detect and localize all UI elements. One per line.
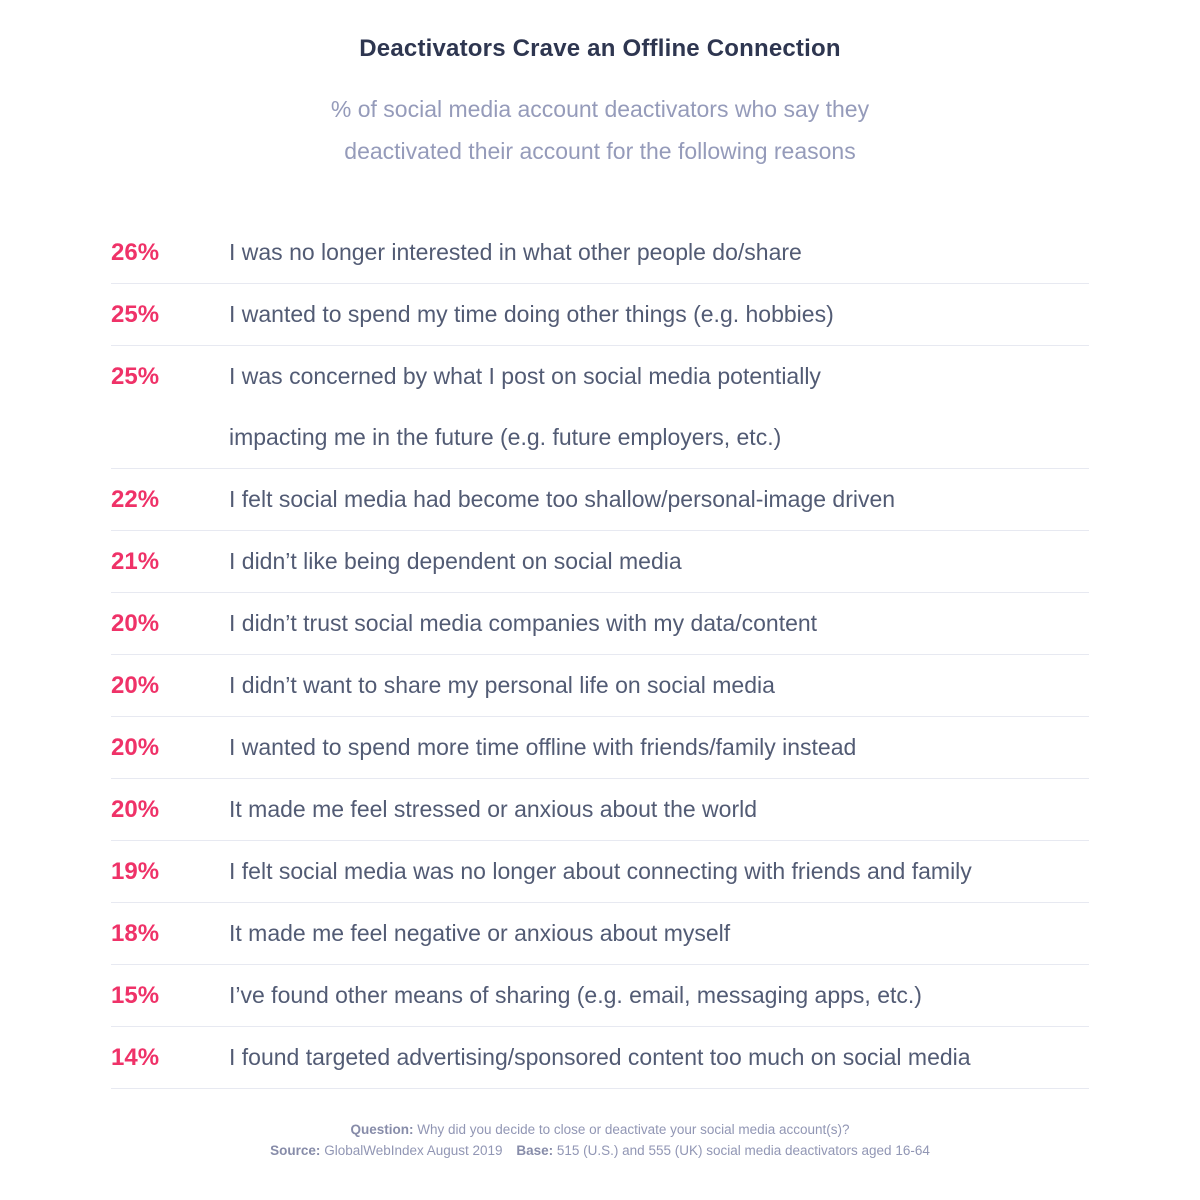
percent-value: 14%: [111, 1044, 160, 1071]
source-label: Source:: [270, 1143, 321, 1158]
reason-text: I’ve found other means of sharing (e.g. …: [229, 982, 922, 1008]
table-row: 18% It made me feel negative or anxious …: [111, 903, 1089, 965]
reason-text: I felt social media was no longer about …: [229, 858, 972, 884]
percent-value: 20%: [111, 796, 160, 823]
table-row: 25% I wanted to spend my time doing othe…: [111, 284, 1089, 346]
percent-value: 21%: [111, 548, 160, 575]
base-label: Base:: [516, 1143, 554, 1158]
percent-value: 18%: [111, 920, 160, 947]
table-row: 20% It made me feel stressed or anxious …: [111, 779, 1089, 841]
table-row: 20% I didn’t trust social media companie…: [111, 593, 1089, 655]
table-row: 14% I found targeted advertising/sponsor…: [111, 1027, 1089, 1089]
reason-text: I found targeted advertising/sponsored c…: [229, 1044, 971, 1070]
reason-text: I wanted to spend my time doing other th…: [229, 301, 834, 327]
footer: Question: Why did you decide to close or…: [0, 1119, 1200, 1161]
table-row: 21% I didn’t like being dependent on soc…: [111, 531, 1089, 593]
infographic-page: Deactivators Crave an Offline Connection…: [0, 35, 1200, 1161]
percent-value: 19%: [111, 858, 160, 885]
reason-text: I didn’t want to share my personal life …: [229, 672, 775, 698]
percent-value: 20%: [111, 610, 160, 637]
question-label: Question:: [350, 1122, 414, 1137]
table-row: 25% I was concerned by what I post on so…: [111, 346, 1089, 469]
reason-text: I didn’t trust social media companies wi…: [229, 610, 818, 636]
source-text: GlobalWebIndex August 2019: [324, 1143, 503, 1158]
reasons-table: 26% I was no longer interested in what o…: [111, 222, 1089, 1089]
reason-text: I felt social media had become too shall…: [229, 486, 896, 512]
percent-value: 26%: [111, 239, 160, 266]
table-row: 20% I didn’t want to share my personal l…: [111, 655, 1089, 717]
table-row: 26% I was no longer interested in what o…: [111, 222, 1089, 284]
reason-text: It made me feel negative or anxious abou…: [229, 920, 731, 946]
question-text: Why did you decide to close or deactivat…: [417, 1122, 850, 1137]
reason-text: I wanted to spend more time offline with…: [229, 734, 857, 760]
reason-text: I was no longer interested in what other…: [229, 239, 802, 265]
reason-text: I didn’t like being dependent on social …: [229, 548, 682, 574]
page-subtitle: % of social media account deactivators w…: [330, 96, 870, 164]
reason-text: I was concerned by what I post on social…: [229, 363, 821, 450]
table-row: 19% I felt social media was no longer ab…: [111, 841, 1089, 903]
table-row: 20% I wanted to spend more time offline …: [111, 717, 1089, 779]
percent-value: 20%: [111, 672, 160, 699]
percent-value: 25%: [111, 301, 160, 328]
page-title: Deactivators Crave an Offline Connection: [359, 35, 841, 62]
percent-value: 22%: [111, 486, 160, 513]
table-row: 22% I felt social media had become too s…: [111, 469, 1089, 531]
percent-value: 20%: [111, 734, 160, 761]
table-row: 15% I’ve found other means of sharing (e…: [111, 965, 1089, 1027]
footer-source-line: Source: GlobalWebIndex August 2019 Base:…: [0, 1140, 1200, 1161]
reason-text: It made me feel stressed or anxious abou…: [229, 796, 758, 822]
percent-value: 25%: [111, 363, 160, 390]
base-text: 515 (U.S.) and 555 (UK) social media dea…: [556, 1143, 930, 1158]
footer-question-line: Question: Why did you decide to close or…: [0, 1119, 1200, 1140]
percent-value: 15%: [111, 982, 160, 1009]
